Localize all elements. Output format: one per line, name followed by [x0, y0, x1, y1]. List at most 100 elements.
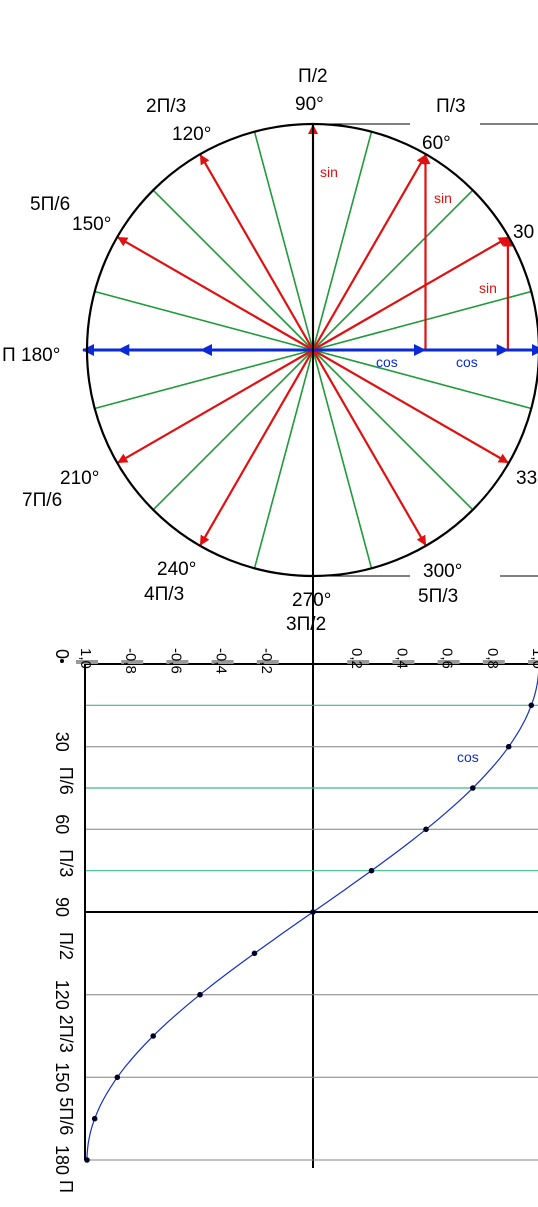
- label-120-deg: 120°: [172, 124, 211, 145]
- red-arrow-210: [117, 349, 314, 464]
- label-30-deg: 30: [513, 222, 534, 243]
- label-150-rad: 5Π/6: [30, 194, 70, 215]
- left-label-rad-120: 2Π/3: [56, 1015, 76, 1053]
- tick-label-2: -0,6: [167, 648, 184, 674]
- tick-mark-7: [437, 660, 460, 664]
- green-ray-195: [94, 349, 314, 410]
- label-180-rad: Π: [2, 345, 16, 366]
- left-label-rad-90: Π/2: [56, 932, 76, 960]
- cos-mark-60: [414, 344, 426, 356]
- cos-label-60: cos: [376, 354, 398, 370]
- left-label-deg-150: 150: [52, 1062, 72, 1092]
- cos-point-105: [251, 950, 258, 957]
- label-60-rad: Π/3: [436, 96, 466, 117]
- tick-label-1: -0,8: [122, 648, 139, 674]
- cos-mark-150: [117, 344, 130, 356]
- cos-point-120: [197, 991, 203, 998]
- cos-mark-30: [496, 344, 509, 356]
- tick-label-0: 1,0: [77, 648, 94, 669]
- green-ray-45: [312, 189, 474, 351]
- left-label-deg-0: 0: [52, 649, 72, 659]
- label-270-rad: 3Π/2: [286, 614, 326, 635]
- label-240-rad: 4Π/3: [144, 584, 184, 605]
- tick-label-5: 0,2: [348, 648, 365, 669]
- tick-label-9: 1,0: [529, 648, 538, 669]
- left-label-deg-60: 60: [52, 814, 72, 834]
- green-ray-315: [312, 349, 474, 511]
- cos-point-165: [91, 1115, 98, 1122]
- green-ray-75: [312, 131, 373, 351]
- left-label-rad-30: Π/6: [56, 767, 76, 795]
- tick-label-3: -0,4: [213, 648, 230, 674]
- tick-mark-8: [482, 660, 505, 664]
- cosine-graph: 1,0 -0,8 -0,6 -0,4 -0,2 0,2 0,4 0,6 0,8 1,0 0 30 Π/…: [52, 648, 538, 1193]
- green-ray-285: [312, 349, 373, 569]
- cos-point-15: [528, 702, 535, 709]
- cos-point-150: [114, 1074, 121, 1081]
- red-arrow-120: [199, 154, 314, 351]
- tick-mark-4: [256, 660, 279, 664]
- red-arrow-330: [312, 349, 509, 464]
- label-180-deg: 180°: [21, 345, 60, 366]
- tick-label-8: 0,8: [484, 648, 501, 669]
- label-270-deg: 270°: [292, 590, 331, 611]
- green-ray-255: [253, 349, 314, 569]
- red-arrow-150: [117, 236, 314, 351]
- tick-mark-1: [121, 660, 144, 664]
- left-angle-labels: 0 30 Π/6 60 Π/3 90 Π/2 120 2Π/3 150 5Π/6 180 Π: [52, 649, 76, 1193]
- tick-label-4: -0,2: [258, 648, 275, 674]
- green-division-lines: [94, 131, 532, 569]
- green-ray-225: [152, 349, 314, 511]
- sin-cos-labels: sin sin sin cos cos: [320, 164, 497, 370]
- angle-labels: Π/2 90° 2Π/3 120° 5Π/6 150° Π 180° 210° …: [2, 66, 537, 635]
- cosine-axis-arrows: [82, 344, 538, 356]
- cos-point-60: [423, 826, 429, 833]
- tick-mark-2: [166, 660, 189, 664]
- green-ray-15: [312, 290, 532, 351]
- left-label-deg-90: 90: [52, 897, 72, 917]
- cos-point-30: [505, 743, 512, 750]
- cos-point-90: [310, 909, 316, 915]
- cos-label-30: cos: [456, 354, 478, 370]
- red-arrow-60: [312, 154, 427, 351]
- label-240-deg: 240°: [157, 559, 196, 580]
- left-label-rad-180: Π: [56, 1180, 76, 1193]
- sin-label-90: sin: [320, 164, 338, 180]
- label-150-deg: 150°: [72, 214, 111, 235]
- cos-point-180: [84, 1157, 90, 1163]
- label-210-rad: 7Π/6: [22, 490, 62, 511]
- label-60-deg: 60°: [422, 133, 451, 154]
- top-tick-marks: [76, 660, 538, 664]
- tick-mark-3: [211, 660, 234, 664]
- sine-projections: [420, 154, 513, 350]
- tick-mark-5: [347, 660, 370, 664]
- sin-label-60: sin: [434, 190, 452, 206]
- cos-point-75: [368, 867, 375, 874]
- cosine-markers: [84, 702, 535, 1163]
- sin-label-30: sin: [479, 280, 497, 296]
- red-arrow-240: [199, 349, 314, 546]
- green-ray-165: [94, 290, 314, 351]
- cos-curve-label: cos: [457, 749, 479, 765]
- green-ray-345: [312, 349, 532, 410]
- left-label-deg-30: 30: [52, 732, 72, 752]
- left-label-deg-120: 120: [52, 980, 72, 1010]
- green-ray-105: [253, 131, 314, 351]
- left-label-rad-60: Π/3: [56, 849, 76, 877]
- green-ray-135: [152, 189, 314, 351]
- label-90-rad: Π/2: [298, 66, 328, 87]
- left-label-deg-180: 180: [52, 1145, 72, 1175]
- tick-mark-6: [392, 660, 415, 664]
- red-arrow-30: [312, 236, 509, 351]
- unit-circle-diagram: Π/2 90° 2Π/3 120° 5Π/6 150° Π 180° 210° …: [2, 66, 538, 1168]
- tick-label-6: 0,4: [393, 648, 410, 669]
- red-arrow-300: [312, 349, 427, 546]
- cos-mark-120: [200, 344, 212, 356]
- small-dot: [60, 659, 64, 663]
- label-210-deg: 210°: [60, 468, 99, 489]
- left-label-rad-150: 5Π/6: [56, 1097, 76, 1135]
- label-300-deg: 300°: [423, 561, 462, 582]
- cos-point-45: [470, 785, 476, 791]
- label-330-deg: 33: [516, 468, 537, 489]
